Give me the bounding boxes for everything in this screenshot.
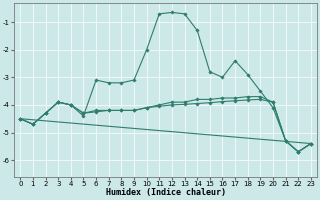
X-axis label: Humidex (Indice chaleur): Humidex (Indice chaleur) (106, 188, 226, 197)
